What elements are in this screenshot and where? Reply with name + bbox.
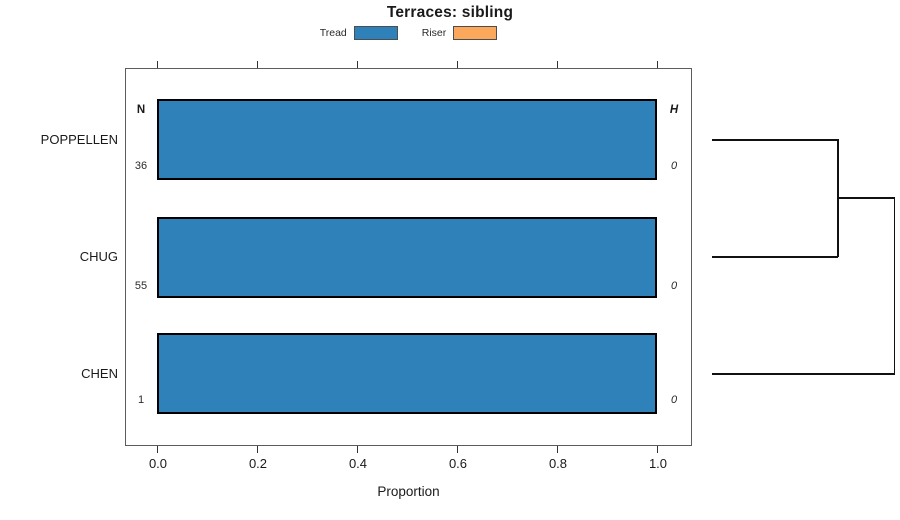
x-axis-tick-top (657, 61, 659, 68)
x-tick-label: 0.4 (348, 456, 368, 471)
x-axis-tick (257, 446, 259, 453)
x-tick-label: 0.2 (248, 456, 268, 471)
n-value-poppellen: 36 (134, 160, 148, 172)
dendrogram-branch-chug (712, 256, 838, 258)
bar-segment-tread (159, 101, 655, 178)
legend-label-riser: Riser (421, 27, 447, 39)
x-axis-title: Proportion (377, 484, 440, 499)
x-tick-label: 0.6 (448, 456, 468, 471)
x-tick-label: 0.0 (148, 456, 168, 471)
riser-swatch (453, 26, 498, 40)
h-value-poppellen: 0 (670, 160, 678, 172)
x-axis-tick (557, 446, 559, 453)
bar-segment-tread (159, 219, 655, 296)
x-axis-tick-top (457, 61, 459, 68)
bar-poppellen (157, 99, 657, 180)
h-value-chen: 0 (670, 394, 678, 406)
legend-item-tread: Tread (320, 26, 398, 40)
bar-segment-tread (159, 335, 655, 412)
bar-chug (157, 217, 657, 298)
n-column-header: N (136, 104, 146, 116)
dendrogram-branch-cluster1 (837, 197, 895, 199)
legend: Tread Riser (125, 25, 692, 41)
x-tick-label: 0.8 (548, 456, 568, 471)
x-axis-tick (357, 446, 359, 453)
chart-title: Terraces: sibling (386, 4, 514, 21)
x-axis-tick-top (257, 61, 259, 68)
legend-item-riser: Riser (422, 26, 498, 40)
legend-label-tread: Tread (319, 27, 347, 39)
x-tick-label: 1.0 (648, 456, 668, 471)
row-label-poppellen: POPPELLEN (40, 132, 118, 147)
row-label-chen: CHEN (81, 366, 118, 381)
h-column-header: H (669, 104, 679, 116)
x-axis-tick (457, 446, 459, 453)
x-axis-tick-top (157, 61, 159, 68)
row-label-chug: CHUG (79, 249, 118, 264)
dendrogram-branch-poppellen (712, 139, 838, 141)
bar-chen (157, 333, 657, 414)
x-axis-tick-top (557, 61, 559, 68)
plot-frame (125, 68, 692, 446)
h-value-chug: 0 (670, 280, 678, 292)
tread-swatch (353, 26, 398, 40)
x-axis-tick (657, 446, 659, 453)
n-value-chen: 1 (137, 394, 145, 406)
dendrogram-join-root (893, 197, 895, 374)
n-value-chug: 55 (134, 280, 148, 292)
x-axis-tick (157, 446, 159, 453)
dendrogram-branch-chen (712, 373, 895, 375)
x-axis-tick-top (357, 61, 359, 68)
